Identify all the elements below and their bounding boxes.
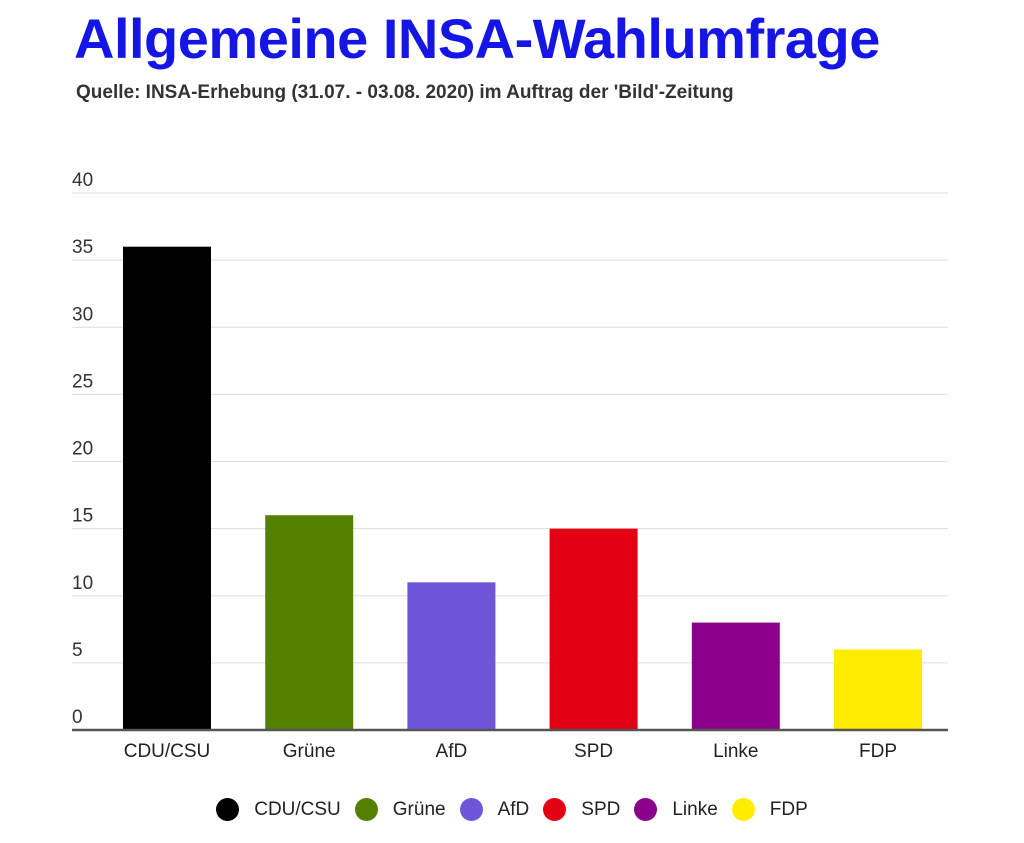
legend-swatch [634, 798, 658, 821]
bar-chart: 0 5 10 15 20 25 30 35 40 CDU/CSU Grüne AfD SPD Linke… [72, 170, 948, 762]
legend-label: Grüne [392, 798, 446, 820]
legend-item: Linke [634, 798, 718, 821]
legend-item: FDP [731, 798, 808, 821]
y-tick-label: 15 [72, 506, 93, 527]
x-tick-label: AfD [436, 741, 468, 762]
bar-linke [691, 622, 780, 730]
bar-gr-ne [265, 515, 354, 730]
legend-label: FDP [769, 798, 808, 820]
legend-item: Grüne [354, 798, 446, 821]
bar-fdp [834, 649, 922, 730]
legend-label: Linke [672, 798, 718, 820]
x-tick-label: FDP [859, 741, 897, 762]
legend-swatch [216, 798, 240, 821]
y-tick-label: 25 [72, 371, 93, 392]
chart-title: Allgemeine INSA-Wahlumfrage [74, 7, 880, 70]
legend-item: CDU/CSU [216, 798, 341, 821]
bar-cdu-csu [123, 246, 211, 730]
bar-spd [549, 528, 638, 730]
y-tick-label: 10 [72, 573, 93, 594]
legend-swatch [354, 798, 378, 821]
x-tick-label: Linke [713, 741, 758, 762]
x-tick-label: Grüne [283, 741, 336, 762]
legend-item: AfD [459, 798, 530, 821]
legend-label: CDU/CSU [254, 798, 341, 820]
x-axis-labels: CDU/CSU Grüne AfD SPD Linke FDP [124, 741, 897, 762]
x-tick-label: CDU/CSU [124, 741, 211, 762]
chart-subtitle: Quelle: INSA-Erhebung (31.07. - 03.08. 2… [76, 82, 734, 103]
y-axis-ticks: 0 5 10 15 20 25 30 35 40 [72, 170, 93, 728]
legend-label: SPD [581, 798, 621, 820]
x-tick-label: SPD [574, 741, 613, 762]
legend: CDU/CSU Grüne AfD SPD Linke FDP [0, 798, 1024, 821]
gridlines [72, 192, 948, 664]
legend-label: AfD [497, 798, 530, 820]
bar-afd [407, 582, 496, 730]
y-tick-label: 40 [72, 170, 93, 191]
y-tick-label: 20 [72, 439, 93, 460]
y-tick-label: 35 [72, 237, 93, 258]
y-tick-label: 0 [72, 707, 83, 728]
legend-swatch [731, 798, 755, 821]
bars [123, 246, 922, 730]
y-tick-label: 30 [72, 304, 93, 325]
legend-swatch [543, 798, 567, 821]
legend-swatch [459, 798, 483, 821]
legend-item: SPD [543, 798, 620, 821]
y-tick-label: 5 [72, 640, 83, 661]
